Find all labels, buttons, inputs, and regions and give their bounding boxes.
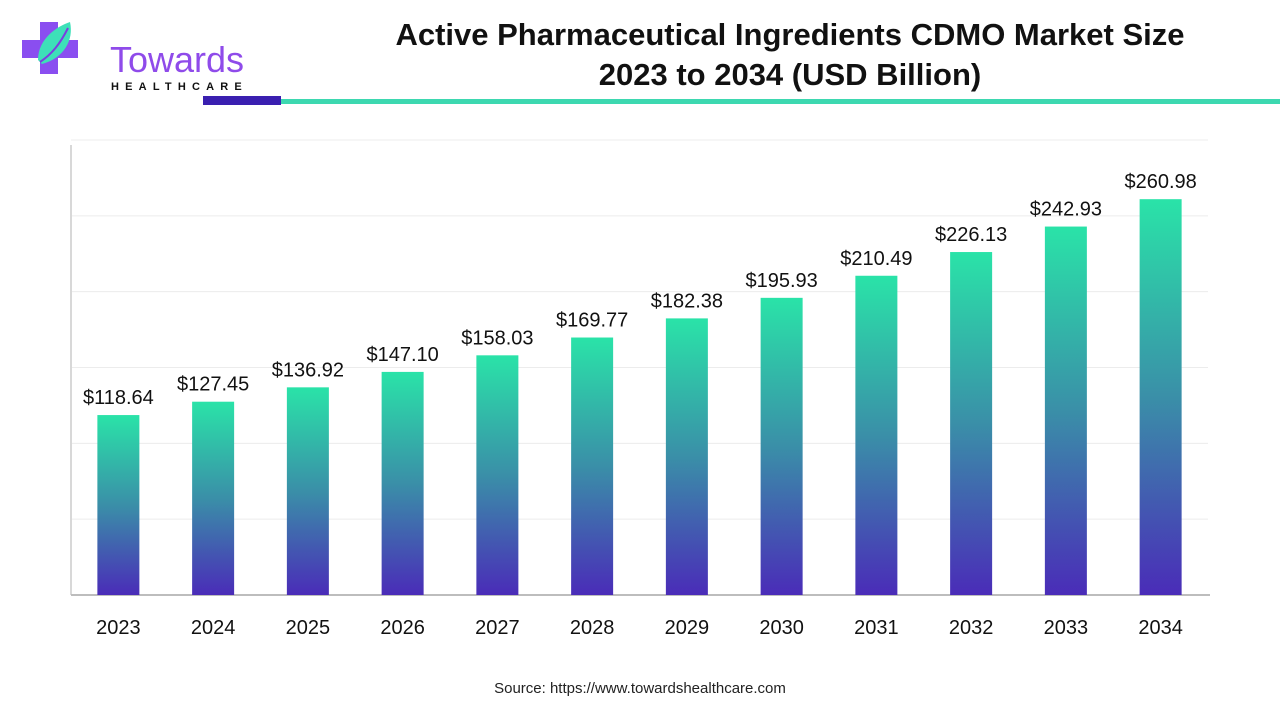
bar-2031	[855, 275, 898, 595]
data-label-2029: $182.38	[651, 290, 723, 312]
bar-2034	[1139, 199, 1182, 595]
x-tick-2025: 2025	[286, 617, 331, 639]
bar-2032	[950, 252, 993, 595]
data-label-2028: $169.77	[556, 310, 628, 332]
x-tick-2033: 2033	[1044, 617, 1089, 639]
title-underline	[281, 99, 1280, 104]
data-label-2025: $136.92	[272, 359, 344, 381]
bar-2029	[665, 318, 708, 595]
bar-2033	[1044, 226, 1087, 596]
x-tick-2032: 2032	[949, 617, 994, 639]
data-label-2024: $127.45	[177, 374, 249, 396]
data-label-2030: $195.93	[745, 270, 817, 292]
bar-2025	[286, 387, 329, 595]
x-tick-2023: 2023	[96, 617, 141, 639]
logo: Towards HEALTHCARE	[18, 18, 244, 93]
chart-title: Active Pharmaceutical Ingredients CDMO M…	[395, 17, 1185, 52]
x-tick-2030: 2030	[759, 617, 804, 639]
bar-2030	[760, 297, 803, 595]
x-tick-2034: 2034	[1138, 617, 1183, 639]
x-tick-2029: 2029	[665, 617, 710, 639]
data-label-2031: $210.49	[840, 248, 912, 270]
x-tick-2026: 2026	[380, 617, 425, 639]
source-text: Source: https://www.towardshealthcare.co…	[494, 680, 786, 697]
data-label-2032: $226.13	[935, 224, 1007, 246]
data-label-2023: $118.64	[83, 387, 154, 409]
x-tick-2027: 2027	[475, 617, 520, 639]
bar-2023	[97, 415, 140, 595]
data-label-2027: $158.03	[461, 327, 533, 349]
data-label-2034: $260.98	[1124, 171, 1196, 193]
x-tick-2031: 2031	[854, 617, 899, 639]
chart-subtitle: 2023 to 2034 (USD Billion)	[598, 57, 982, 92]
bar-2028	[571, 337, 614, 595]
bar-2026	[381, 371, 424, 595]
logo-cross-leaf-icon	[22, 22, 78, 74]
data-label-2026: $147.10	[366, 344, 438, 366]
title-underline-accent	[203, 96, 281, 105]
bar-2024	[192, 401, 235, 595]
logo-subtitle: HEALTHCARE	[111, 81, 248, 93]
bar-2027	[476, 355, 519, 595]
data-label-2033: $242.93	[1030, 199, 1102, 221]
logo-name: Towards	[110, 39, 245, 80]
x-tick-2028: 2028	[570, 617, 615, 639]
x-tick-2024: 2024	[191, 617, 236, 639]
